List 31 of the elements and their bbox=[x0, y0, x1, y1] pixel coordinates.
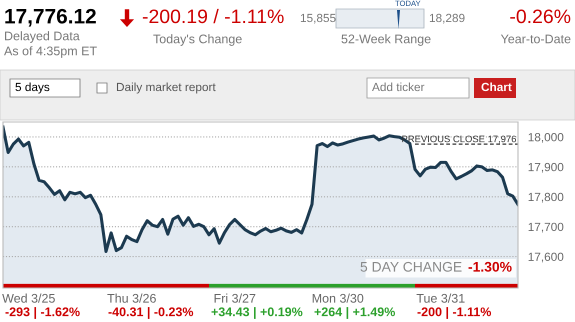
text: 17,776.12 bbox=[5, 8, 96, 27]
text: 52-Week Range bbox=[342, 34, 431, 46]
x-tick-label: Mon 3/30 bbox=[312, 294, 364, 303]
text: +34.43 | +0.19% bbox=[212, 307, 302, 319]
text: 5 days bbox=[15, 82, 50, 94]
annotation: -1.30% bbox=[468, 262, 512, 272]
y-tick-label: 18,000 bbox=[528, 132, 564, 143]
text: -293 | -1.62% bbox=[5, 307, 80, 319]
text: Chart bbox=[481, 82, 512, 92]
y-tick-label: 17,600 bbox=[528, 252, 564, 262]
x-tick-label: Thu 3/26 bbox=[107, 294, 156, 303]
text: Add ticker bbox=[372, 82, 424, 92]
text: As of 4:35pm ET bbox=[4, 46, 97, 58]
text: -40.31 | -0.23% bbox=[108, 307, 194, 319]
annotation: 5 DAY CHANGE bbox=[360, 262, 462, 272]
y-tick-label: 17,800 bbox=[528, 192, 564, 203]
x-tick-label: Tue 3/31 bbox=[416, 294, 465, 303]
text: Delayed Data bbox=[5, 31, 80, 43]
x-tick-label: Fri 3/27 bbox=[214, 294, 256, 303]
text: Daily market report bbox=[116, 82, 216, 94]
text: +264 | +1.49% bbox=[314, 307, 396, 319]
text: -200.19 / -1.11% bbox=[142, 8, 284, 24]
text: 18,289 bbox=[430, 14, 465, 24]
text: -200 | -1.11% bbox=[417, 307, 492, 319]
y-tick-label: 17,900 bbox=[528, 162, 564, 173]
y-tick-label: 17,700 bbox=[528, 222, 564, 232]
text: -0.26% bbox=[510, 9, 570, 24]
x-tick-label: Wed 3/25 bbox=[2, 294, 55, 303]
text: Year-to-Date bbox=[500, 34, 570, 44]
text: 15,855 bbox=[300, 14, 336, 24]
text: Today's Change bbox=[153, 34, 242, 46]
